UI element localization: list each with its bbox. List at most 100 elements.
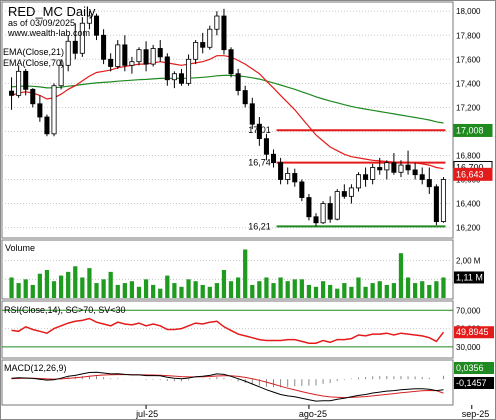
volume-bar [30,284,35,298]
volume-tick-label: 2,00 M [456,257,481,266]
candle-up [398,164,404,173]
x-tick-label: jul-25 [135,409,158,419]
chart-source: www.wealth-lab.com [7,28,90,38]
candle-up [320,203,326,224]
volume-bar [151,284,156,298]
candle-up [384,162,390,171]
macd-badge-text: 0,0356 [456,363,484,373]
volume-bar [207,286,212,298]
candle-down [377,167,383,171]
volume-bar [271,283,276,298]
volume-bar [299,279,304,298]
volume-bar [87,268,92,298]
volume-bar [94,283,99,298]
macd-badges: 0,0356 -0,1457 [454,362,494,389]
volume-bar [413,283,418,298]
volume-bar [108,271,113,298]
macd-lines [11,371,444,402]
volume-bar [342,283,347,298]
rsi-title: RSI(Close,14), SC>70, SV<30 [4,305,126,315]
price-tick-label: 17,600 [456,55,481,64]
candle-down [263,138,269,155]
volume-bar [186,279,191,298]
price-tick-label: 17,400 [456,79,481,88]
candle-down [363,174,369,180]
candle-up [171,73,177,81]
volume-bar [235,277,241,298]
volume-bar [391,283,397,298]
volume-bar [257,281,262,298]
chart-date: as of 03/09/2025 [8,18,75,28]
candle-down [299,181,305,198]
candle-up [79,22,85,54]
macd-main-path [11,371,444,402]
volume-bar [172,283,177,298]
volume-bar [313,286,319,298]
rsi-badge [454,326,494,339]
candle-down [200,42,206,48]
volume-bar [370,283,375,298]
candle-down [313,216,319,224]
candle-down [143,49,149,65]
candle-down [306,197,312,218]
candle-down [93,15,100,36]
candle-down [101,34,107,60]
volume-title: Volume [5,243,35,253]
ema21-legend: EMA(Close,21) [3,47,64,57]
price-tick-label: 17,200 [456,103,481,112]
price-tick-label: 17,800 [456,31,481,40]
ema70-path [11,74,444,124]
price-tick-label: 16,400 [456,200,481,209]
candle-down [249,103,255,125]
volume-bar [158,288,163,298]
candle-down [37,103,43,118]
volume-bar [179,286,184,298]
level-label-resistance_lower: 16,74 [248,158,271,168]
candle-up [65,40,71,66]
volume-bar [228,281,234,298]
rsi-line [11,317,445,344]
rsi-tick-label: 30,000 [456,343,481,352]
candle-down [270,153,277,164]
volume-bar [405,277,411,298]
price-badge-text: 16,643 [456,169,484,179]
candle-up [348,187,354,197]
volume-bar [37,273,42,298]
volume-bar [335,288,340,298]
volume-bar [292,279,297,298]
volume-bar [420,281,425,298]
candle-up [193,42,199,60]
volume-bar [285,281,290,298]
candle-up [186,58,192,84]
candle-down [178,73,184,84]
candle-down [9,90,15,96]
volume-bar [363,286,368,298]
candle-down [122,44,128,66]
volume-bar [398,253,404,298]
candle-up [86,15,92,24]
x-tick-label: sep-25 [462,409,490,419]
rsi-badge-text: 49,8945 [456,327,489,337]
macd-badge-black [454,377,494,389]
volume-bar [66,271,71,298]
price-tick-label: 18,000 [456,7,481,16]
volume-bar [221,270,227,298]
volume-bar [58,275,64,298]
volume-bar [434,281,439,298]
volume-panel: 1,00 M2,00 M1,11 M Volume [1,239,484,300]
volume-bar [328,284,333,298]
price-panel: 16,20016,40016,60016,80017,00017,20017,4… [1,1,493,268]
volume-bar [23,279,28,298]
candle-up [136,49,142,63]
candle-up [115,44,121,67]
candle-up [355,174,362,189]
candle-down [228,49,234,75]
candle-down [44,116,50,135]
rsi-path [11,317,445,344]
candle-down [405,164,411,171]
volume-bar [306,284,312,298]
rsi-tick-label: 70,000 [456,306,481,315]
